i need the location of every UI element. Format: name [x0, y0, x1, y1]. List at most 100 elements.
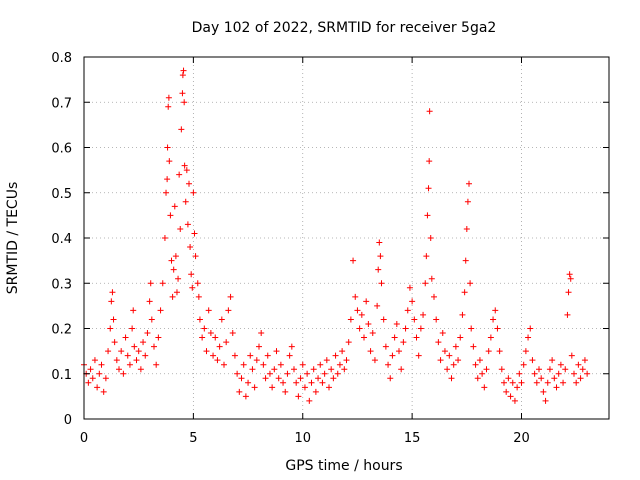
data-point [413, 334, 420, 341]
data-point [271, 366, 278, 373]
data-point [315, 375, 322, 382]
data-point [566, 271, 573, 278]
data-point [249, 366, 256, 373]
data-point [565, 289, 572, 296]
data-point [94, 384, 101, 391]
data-point [354, 307, 361, 314]
data-point [91, 357, 98, 364]
data-point [105, 348, 112, 355]
data-point [564, 311, 571, 318]
data-point [194, 280, 201, 287]
data-point [159, 280, 166, 287]
data-point [509, 379, 516, 386]
data-point [431, 293, 437, 300]
data-point [151, 343, 157, 350]
y-tick-label: 0.2 [51, 323, 72, 338]
data-point [536, 366, 542, 373]
grid [84, 57, 609, 419]
data-point [113, 357, 120, 364]
data-point [192, 253, 199, 260]
data-point [146, 298, 153, 305]
data-point [203, 348, 210, 355]
data-point [369, 330, 376, 337]
data-point [575, 361, 582, 368]
data-point [455, 357, 462, 364]
data-point [540, 388, 547, 395]
data-point [467, 280, 474, 287]
data-point [396, 348, 402, 355]
data-point [155, 334, 162, 341]
data-point [463, 225, 470, 232]
data-point [118, 348, 125, 355]
data-point [433, 316, 440, 323]
data-point [378, 280, 385, 287]
data-point [102, 375, 109, 382]
y-tick-label: 0 [64, 413, 72, 428]
data-point [476, 357, 483, 364]
data-point [377, 253, 384, 260]
data-point [361, 334, 367, 341]
data-point [242, 393, 249, 400]
data-point [201, 325, 208, 332]
data-point [336, 361, 343, 368]
data-point [122, 334, 129, 341]
data-point [492, 307, 499, 314]
data-point [350, 257, 357, 264]
data-point [163, 189, 170, 196]
data-point [404, 307, 411, 314]
x-tick-label: 5 [189, 431, 197, 446]
data-point [380, 316, 387, 323]
x-tick-labels: 0 5 10 15 20 [80, 431, 530, 446]
data-point [321, 370, 328, 377]
data-point [501, 379, 507, 386]
data-point [120, 370, 127, 377]
data-point [306, 397, 313, 404]
data-point [546, 366, 553, 373]
y-tick-label: 0.3 [51, 277, 72, 292]
data-point [319, 379, 326, 386]
data-point [525, 334, 532, 341]
data-point [147, 280, 154, 287]
data-point [514, 384, 521, 391]
data-point [111, 339, 118, 346]
data-point [439, 330, 446, 337]
data-point [304, 370, 311, 377]
data-point [295, 393, 302, 400]
data-point [299, 361, 306, 368]
x-axis-label: GPS time / hours [285, 458, 402, 474]
data-point [334, 370, 341, 377]
data-point [522, 348, 529, 355]
data-point [291, 366, 297, 373]
data-point [210, 352, 217, 359]
data-point [188, 271, 195, 278]
data-point [470, 343, 477, 350]
data-point [130, 307, 137, 314]
data-point [223, 339, 230, 346]
data-point [422, 280, 429, 287]
data-point [409, 298, 416, 305]
data-point [187, 244, 194, 251]
data-point [573, 379, 580, 386]
data-point [301, 384, 308, 391]
data-point [374, 302, 381, 309]
data-point [328, 366, 335, 373]
data-point [234, 370, 241, 377]
data-point [542, 397, 549, 404]
data-point [280, 379, 287, 386]
data-point [137, 366, 144, 373]
data-point [389, 352, 396, 359]
data-point [236, 388, 243, 395]
data-points [81, 67, 591, 404]
data-point [286, 352, 293, 359]
data-point [507, 393, 514, 400]
data-point [347, 316, 354, 323]
data-point [124, 352, 131, 359]
data-point [549, 357, 556, 364]
data-point [110, 316, 117, 323]
chart-title: Day 102 of 2022, SRMTID for receiver 5ga… [192, 20, 497, 36]
y-tick-labels: 0 0.1 0.2 0.3 0.4 0.5 0.6 0.7 0.8 [51, 51, 72, 428]
data-point [269, 384, 276, 391]
data-point [221, 361, 227, 368]
data-point [529, 357, 536, 364]
